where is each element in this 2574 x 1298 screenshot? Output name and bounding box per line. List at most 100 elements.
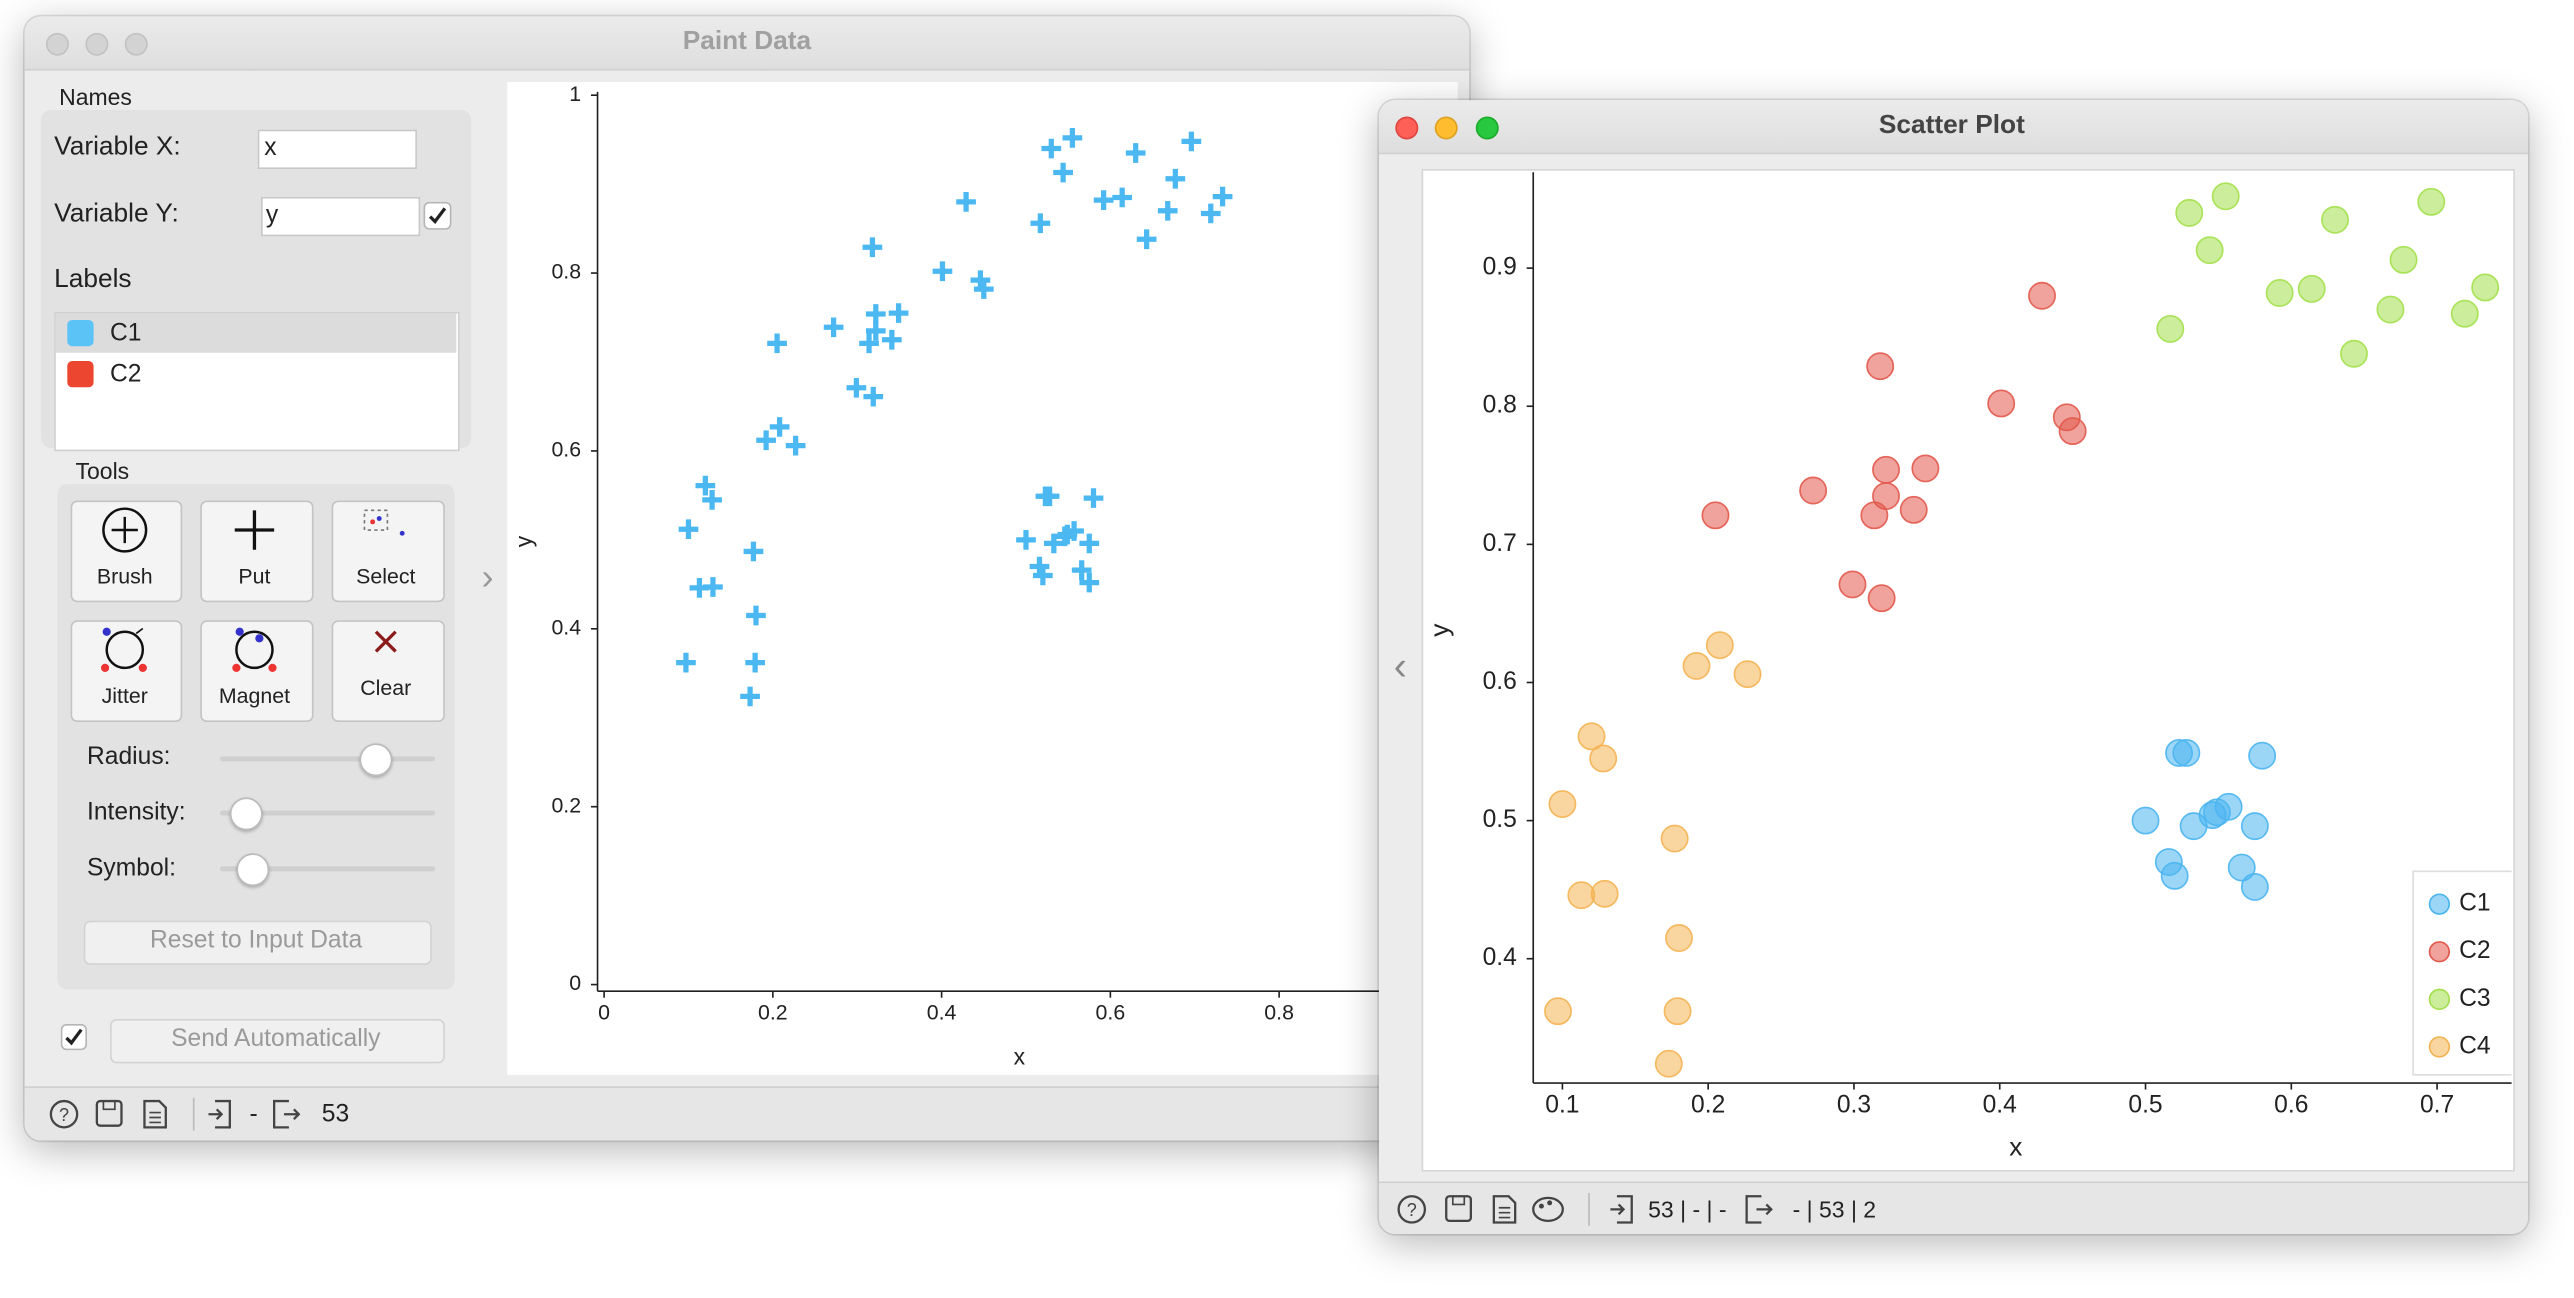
tool-label: Clear xyxy=(360,675,412,700)
zoom-button[interactable] xyxy=(1475,116,1499,140)
point xyxy=(1860,501,1889,530)
point xyxy=(1872,455,1900,484)
zoom-button[interactable] xyxy=(124,32,148,56)
point xyxy=(2211,182,2240,211)
reset-button[interactable] xyxy=(83,920,432,965)
point xyxy=(2058,417,2087,446)
plus-point xyxy=(932,261,953,282)
button-label: Reset to Input Data xyxy=(149,926,363,955)
scatter-chart[interactable]: 0.1 0.2 0.3 0.4 0.5 0.6 0.7 0.4 0.5 0.6 0.7 0.8 0.9 x… xyxy=(1422,169,2512,1168)
button-label: Send Automatically xyxy=(171,1024,381,1053)
label-name[interactable]: C1 xyxy=(109,319,142,348)
status-icons: ? xyxy=(49,1097,301,1131)
list-row-selected[interactable] xyxy=(55,313,457,353)
expand-arrow[interactable]: ‹ xyxy=(1393,644,1407,690)
x-tick-label: 0.8 xyxy=(1264,1001,1294,1025)
plus-point xyxy=(846,377,867,398)
legend-swatch xyxy=(2428,1036,2451,1058)
legend-label: C2 xyxy=(2459,937,2490,964)
x-tick-label: 0 xyxy=(598,1001,610,1025)
y-tick-label: 1 xyxy=(569,82,581,106)
y-tick-label: 0.7 xyxy=(1483,530,1517,557)
slider-track[interactable] xyxy=(219,810,436,816)
label-name[interactable]: C2 xyxy=(109,360,142,389)
y-tick-label: 0.8 xyxy=(1483,392,1517,419)
jitter-button[interactable] xyxy=(70,620,183,723)
plus-point xyxy=(865,321,886,341)
point xyxy=(1590,879,1619,908)
point xyxy=(2321,205,2349,234)
slider-knob[interactable] xyxy=(236,853,270,887)
plus-point xyxy=(1083,488,1104,508)
y-tick-label: 0.6 xyxy=(1483,668,1517,695)
x-tick-label: 0.4 xyxy=(1983,1092,2017,1119)
point xyxy=(1663,997,1692,1026)
close-button[interactable] xyxy=(45,32,69,56)
point xyxy=(1567,881,1596,910)
point xyxy=(1654,1049,1683,1078)
status-input: - xyxy=(249,1100,258,1129)
point xyxy=(1548,790,1577,818)
slider-label: Radius: xyxy=(87,742,171,771)
point xyxy=(1577,722,1606,751)
tool-label: Put xyxy=(238,563,271,589)
plus-point xyxy=(1181,131,1202,152)
plus-point xyxy=(1053,162,1073,183)
y-tick-label: 0.8 xyxy=(551,260,581,284)
slider-knob[interactable] xyxy=(359,743,393,777)
x-tick-label: 0.5 xyxy=(2128,1092,2162,1119)
field-label: Variable Y: xyxy=(54,200,179,229)
group-heading: Labels xyxy=(54,265,132,294)
point xyxy=(1799,476,1828,505)
legend-swatch xyxy=(2428,893,2451,915)
plus-point xyxy=(1062,128,1083,148)
text-input[interactable] xyxy=(261,196,421,237)
put-button[interactable] xyxy=(200,500,314,603)
paint-chart[interactable]: 0 0.2 0.4 0.6 0.8 0 0.2 0.4 0.6 0.8 1 x y xyxy=(507,82,1458,1075)
send-button[interactable] xyxy=(109,1019,445,1064)
close-button[interactable] xyxy=(1395,116,1419,140)
slider-knob[interactable] xyxy=(229,797,263,831)
collapse-arrow[interactable]: › xyxy=(481,556,494,598)
checkbox[interactable] xyxy=(60,1023,88,1051)
point xyxy=(2471,273,2500,302)
plus-point xyxy=(888,303,909,323)
plus-point xyxy=(1033,565,1053,586)
tool-label: Jitter xyxy=(101,683,148,709)
x-axis-title: x xyxy=(1014,1043,1026,1069)
point xyxy=(1660,824,1689,853)
plus-point xyxy=(1030,213,1051,234)
point xyxy=(2203,798,2231,827)
scatter-plot-window: Scatter Plot xyxy=(1378,100,2529,1235)
plus-point xyxy=(703,577,723,597)
status-input: 53 | - | - xyxy=(1648,1196,1727,1223)
point xyxy=(1911,454,1940,483)
plus-point xyxy=(756,430,776,451)
minimize-button[interactable] xyxy=(1434,116,1458,140)
tool-label: Brush xyxy=(96,563,153,589)
plus-point xyxy=(740,686,760,707)
minimize-button[interactable] xyxy=(85,32,109,56)
point xyxy=(1544,997,1572,1026)
x-tick-label: 0.3 xyxy=(1837,1092,1871,1119)
plus-point xyxy=(745,652,765,673)
plus-point xyxy=(863,386,884,407)
slider-track[interactable] xyxy=(219,866,436,872)
status-icons: ? xyxy=(1397,1192,1773,1226)
svg-text:?: ? xyxy=(1407,1200,1417,1220)
point xyxy=(1866,352,1895,381)
plus-point xyxy=(676,652,696,673)
plus-point xyxy=(769,417,790,437)
text-input[interactable] xyxy=(257,129,417,170)
y-axis-title: y xyxy=(510,535,536,547)
plus-point xyxy=(865,304,886,324)
checkbox[interactable] xyxy=(423,201,452,230)
select-button[interactable] xyxy=(331,500,445,603)
status-output: - | 53 | 2 xyxy=(1792,1196,1877,1223)
slider-track[interactable] xyxy=(219,756,436,762)
point xyxy=(2131,806,2160,835)
plot-panel xyxy=(1421,169,2515,1172)
point xyxy=(2340,339,2368,368)
point xyxy=(2028,281,2056,310)
